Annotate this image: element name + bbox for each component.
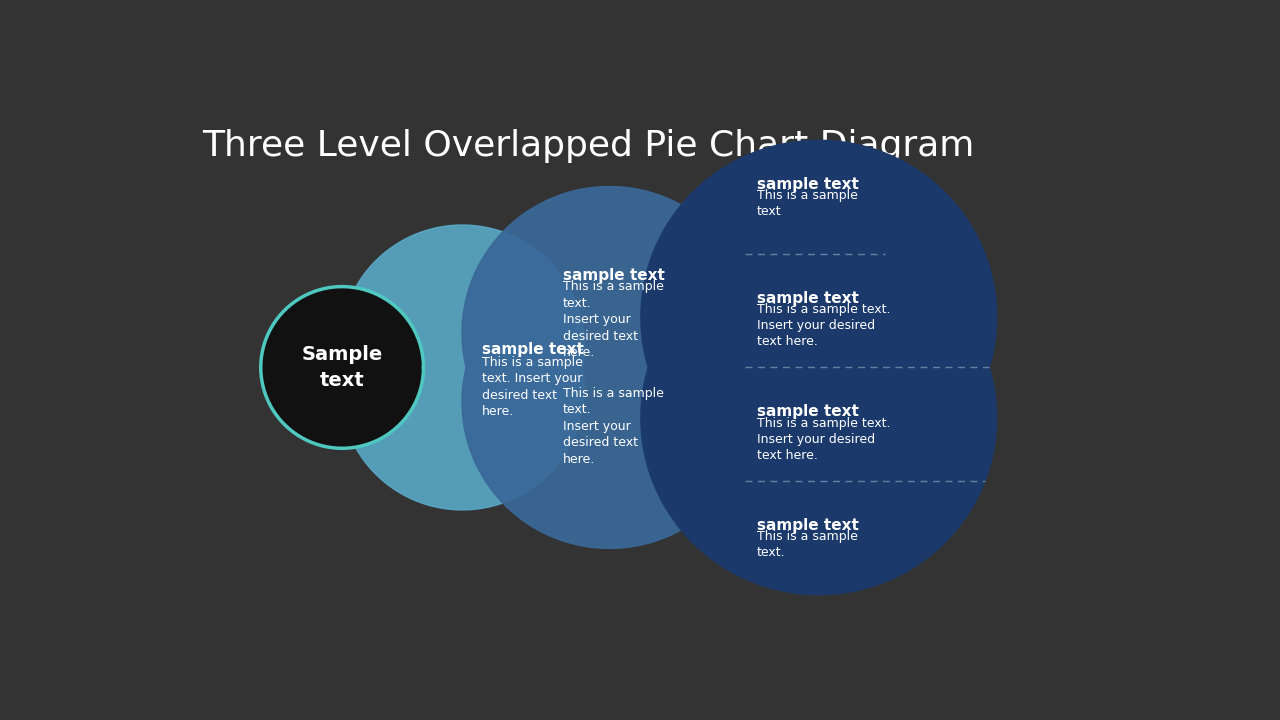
Text: This is a sample
text.: This is a sample text. (756, 530, 858, 559)
Text: sample text: sample text (756, 404, 859, 419)
Text: This is a sample
text: This is a sample text (756, 189, 858, 218)
Polygon shape (641, 140, 997, 595)
Polygon shape (261, 287, 424, 449)
Text: This is a sample
text.
Insert your
desired text
here.: This is a sample text. Insert your desir… (563, 387, 664, 466)
Text: sample text: sample text (563, 268, 664, 283)
Text: This is a sample
text.
Insert your
desired text
here.: This is a sample text. Insert your desir… (563, 280, 664, 359)
Text: sample text: sample text (756, 291, 859, 306)
Polygon shape (462, 186, 756, 549)
Text: sample text: sample text (481, 342, 584, 357)
Text: This is a sample
text. Insert your
desired text
here.: This is a sample text. Insert your desir… (481, 356, 582, 418)
Text: This is a sample text.
Insert your desired
text here.: This is a sample text. Insert your desir… (756, 303, 891, 348)
Polygon shape (340, 225, 584, 510)
Text: Sample
text: Sample text (302, 345, 383, 390)
Text: This is a sample text.
Insert your desired
text here.: This is a sample text. Insert your desir… (756, 417, 891, 462)
Text: Three Level Overlapped Pie Chart Diagram: Three Level Overlapped Pie Chart Diagram (202, 129, 975, 163)
Text: sample text: sample text (756, 518, 859, 533)
Text: sample text: sample text (756, 177, 859, 192)
